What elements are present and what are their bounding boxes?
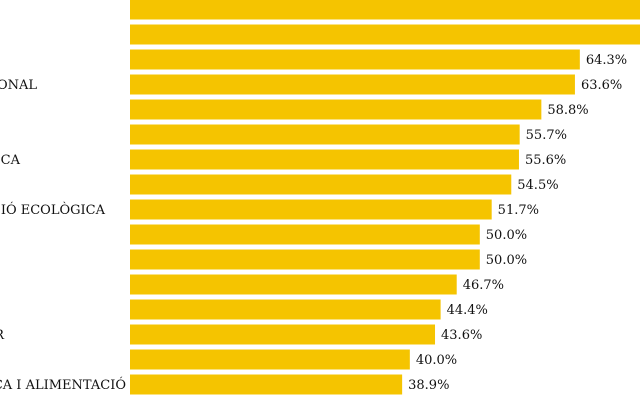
value-label: 64.3% <box>586 53 627 68</box>
value-label: 44.4% <box>447 303 488 318</box>
bar <box>130 49 580 70</box>
value-label: 40.0% <box>416 353 457 368</box>
value-label: 58.8% <box>547 103 588 118</box>
bar <box>130 174 512 195</box>
category-label: R <box>0 328 5 343</box>
bar <box>130 74 575 95</box>
bar <box>130 299 441 320</box>
value-label: 46.7% <box>463 278 504 293</box>
category-label: CA I ALIMENTACIÓ <box>0 376 126 393</box>
category-label: CA <box>1 153 21 168</box>
bar <box>130 224 480 245</box>
bar <box>130 24 640 45</box>
value-label: 54.5% <box>517 178 558 193</box>
value-label: 63.6% <box>581 78 622 93</box>
bar <box>130 249 480 270</box>
category-label: CIÓ ECOLÒGICA <box>0 201 106 218</box>
bar <box>130 149 519 170</box>
category-label: ONAL <box>0 78 37 93</box>
bar <box>130 349 410 370</box>
value-label: 50.0% <box>486 253 527 268</box>
bar <box>130 124 520 145</box>
bar <box>130 0 640 20</box>
bar <box>130 274 457 295</box>
value-label: 38.9% <box>408 378 449 393</box>
value-label: 43.6% <box>441 328 482 343</box>
value-label: 55.6% <box>525 153 566 168</box>
value-label: 51.7% <box>498 203 539 218</box>
bar <box>130 374 403 395</box>
value-label: 50.0% <box>486 228 527 243</box>
bar <box>130 324 436 345</box>
value-label: 55.7% <box>526 128 567 143</box>
bar <box>130 199 492 220</box>
bar <box>130 99 542 120</box>
